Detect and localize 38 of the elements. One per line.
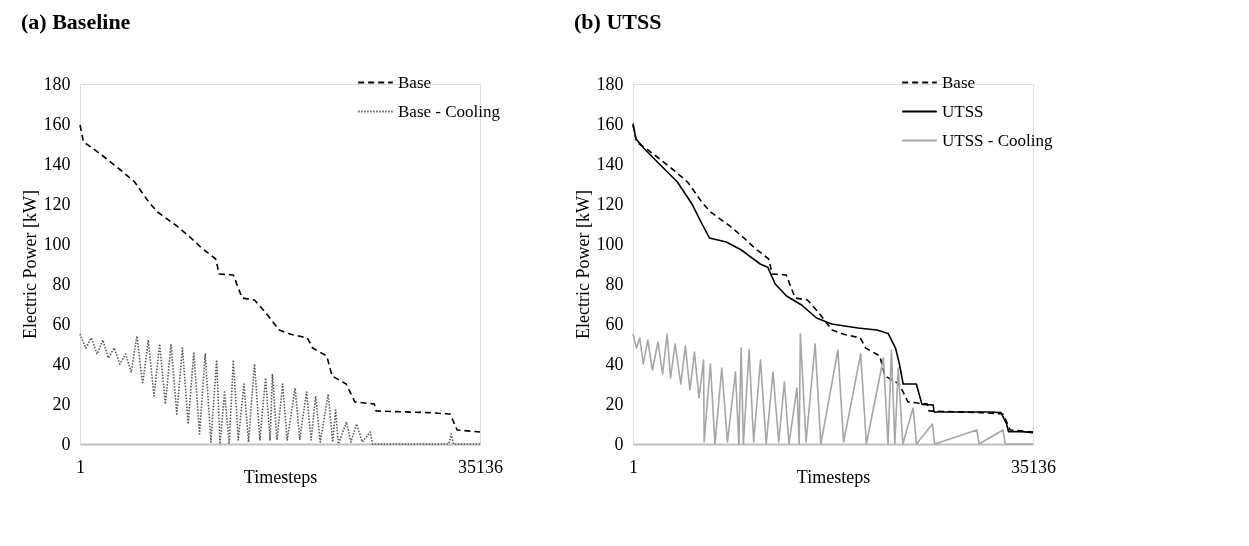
line-series: [79, 124, 481, 433]
y-tick-label: 80: [52, 273, 71, 294]
x-tick-label: 35136: [458, 456, 503, 477]
y-tick-label: 20: [605, 393, 624, 414]
legend-label: UTSS - Cooling: [942, 130, 1054, 150]
y-tick-label: 0: [614, 433, 624, 454]
y-tick-label: 40: [605, 353, 624, 374]
legend-label: Base - Cooling: [398, 101, 501, 121]
y-tick-label: 120: [596, 193, 624, 214]
y-tick-label: 40: [52, 353, 71, 374]
y-tick-label: 160: [43, 113, 71, 134]
y-tick-label: 60: [605, 313, 624, 334]
y-tick-label: 160: [596, 113, 624, 134]
legend-label: Base: [398, 72, 432, 92]
y-tick-label: 0: [61, 433, 71, 454]
x-axis-title: Timesteps: [243, 466, 318, 487]
y-tick-label: 140: [43, 153, 71, 174]
chart-title: (b) UTSS: [574, 9, 662, 34]
y-tick-label: 100: [43, 233, 71, 254]
y-tick-label: 100: [596, 233, 624, 254]
y-tick-label: 80: [605, 273, 624, 294]
y-tick-label: 120: [43, 193, 71, 214]
x-tick-label: 1: [76, 456, 85, 477]
line-series: [632, 333, 1034, 445]
y-tick-label: 140: [596, 153, 624, 174]
legend-label: UTSS: [942, 101, 984, 121]
y-tick-label: 180: [43, 73, 71, 94]
x-tick-label: 1: [629, 456, 638, 477]
legend-label: Base: [942, 72, 976, 92]
y-tick-label: 60: [52, 313, 71, 334]
y-axis-title: Electric Power [kW]: [19, 190, 40, 339]
y-tick-label: 20: [52, 393, 71, 414]
x-tick-label: 35136: [1011, 456, 1056, 477]
chart-title: (a) Baseline: [21, 9, 131, 34]
y-axis-title: Electric Power [kW]: [572, 190, 593, 339]
line-series: [79, 333, 481, 445]
x-axis-title: Timesteps: [796, 466, 871, 487]
y-tick-label: 180: [596, 73, 624, 94]
